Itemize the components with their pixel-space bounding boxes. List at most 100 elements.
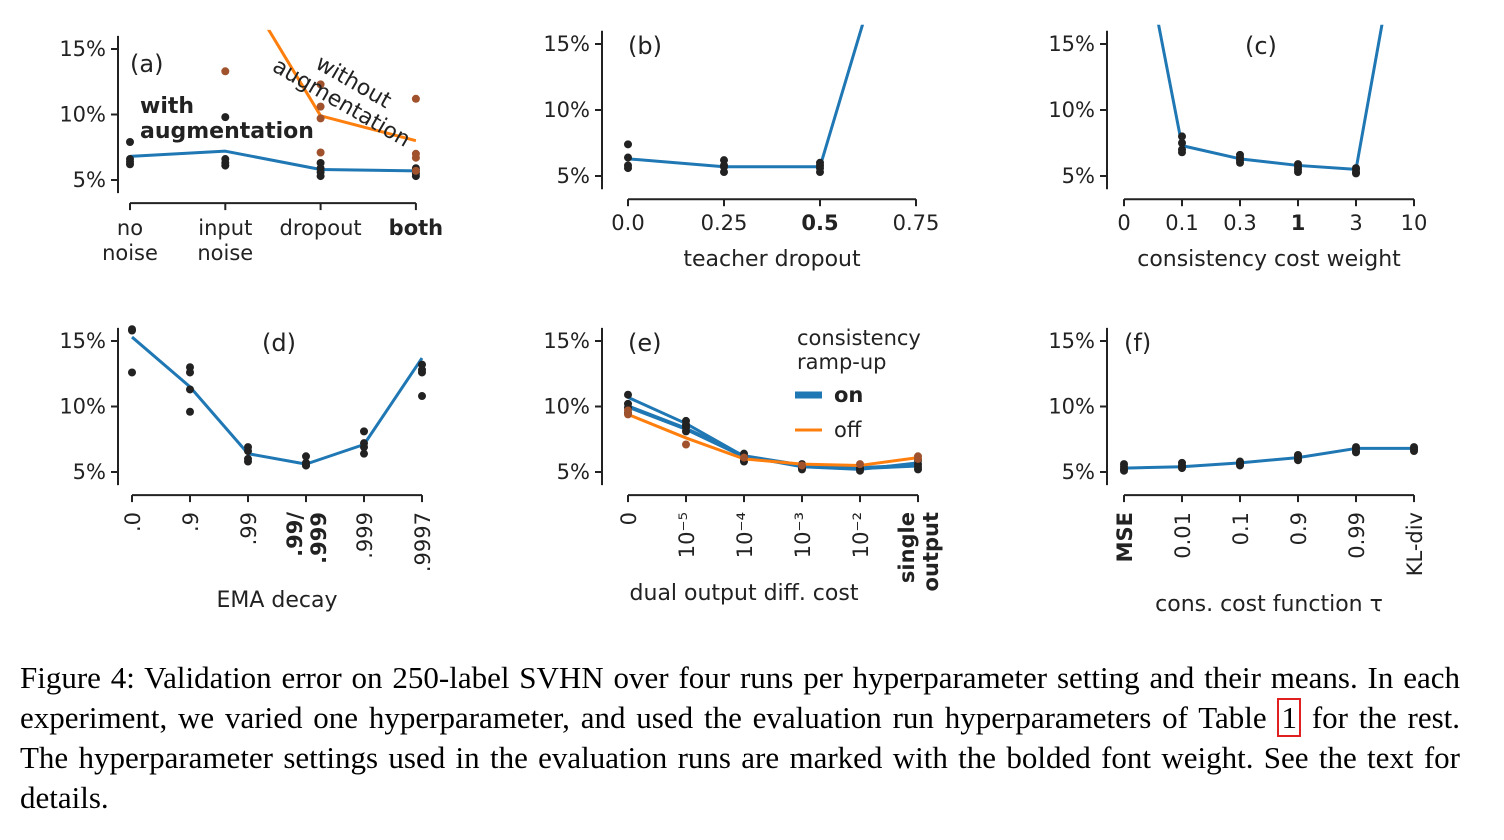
y-tick-label: 5% xyxy=(557,460,590,484)
x-tick-label: dropout xyxy=(280,216,362,240)
panel-e: 5% 10% 15% 0 10⁻⁵ 10⁻⁴ 10⁻³ 10⁻² singleoutput dua… xyxy=(543,326,943,606)
run-point xyxy=(720,168,728,177)
series-line-on xyxy=(131,335,424,466)
x-axis-label: EMA decay xyxy=(216,588,337,613)
x-tick-label: .999 xyxy=(353,512,377,559)
run-point xyxy=(411,153,420,162)
panel-f: 5% 10% 15% MSE 0.01 0.1 0.9 0.99 KL-div cons. cos… xyxy=(1048,327,1427,617)
plot-area xyxy=(1157,24,1384,178)
legend-title: consistency ramp-up xyxy=(797,326,921,374)
series-line-on xyxy=(1157,24,1384,171)
panel-label: (f) xyxy=(1124,329,1151,357)
y-tick-label: 15% xyxy=(1048,329,1095,353)
y-tick-label: 10% xyxy=(543,395,590,419)
run-point xyxy=(186,385,194,394)
x-tick-label: 10⁻³ xyxy=(791,512,815,558)
run-point xyxy=(1352,448,1360,457)
panel-label: (b) xyxy=(628,32,662,60)
x-tick-label: 0 xyxy=(617,512,641,525)
run-point xyxy=(411,94,420,103)
legend-entry-on: on xyxy=(834,383,863,407)
x-tick-label: 1 xyxy=(1291,211,1306,235)
x-axis-label: consistency cost weight xyxy=(1137,247,1401,272)
y-tick-label: 10% xyxy=(1048,98,1095,122)
run-point xyxy=(316,80,325,89)
y-tick-label: 5% xyxy=(1062,460,1095,484)
run-point xyxy=(221,113,230,122)
x-tick-label: 0.3 xyxy=(1223,211,1256,235)
x-tick-label: 10⁻⁴ xyxy=(733,512,757,558)
y-tick-label: 5% xyxy=(73,168,106,192)
x-tick-label: 10 xyxy=(1401,211,1428,235)
run-point xyxy=(624,140,632,149)
run-point xyxy=(316,148,325,157)
run-point xyxy=(1120,466,1128,475)
run-point xyxy=(360,427,368,436)
x-tick-label: 10⁻² xyxy=(849,512,873,558)
x-tick-label: 0 xyxy=(1117,211,1130,235)
caption-text-1: Figure 4: Validation error on 250-label … xyxy=(20,660,1460,735)
run-point xyxy=(316,102,325,111)
run-point xyxy=(624,410,632,419)
y-tick-label: 15% xyxy=(59,37,106,61)
run-point xyxy=(1178,148,1186,157)
plot-area xyxy=(126,29,420,181)
run-point xyxy=(126,138,134,147)
run-point xyxy=(1236,158,1244,167)
table-reference-link[interactable]: 1 xyxy=(1277,698,1301,737)
run-point xyxy=(1178,132,1186,141)
run-point xyxy=(1294,456,1302,465)
run-point xyxy=(360,443,368,452)
run-point xyxy=(126,160,134,169)
x-tick-label: 0.01 xyxy=(1171,512,1195,559)
series-line-on xyxy=(1123,446,1414,470)
x-tick-label: 0.1 xyxy=(1165,211,1198,235)
x-tick-label: 0.1 xyxy=(1229,512,1253,545)
y-tick-label: 15% xyxy=(543,32,590,56)
run-point xyxy=(221,161,230,170)
run-point xyxy=(128,326,136,335)
x-tick-label: 0.9 xyxy=(1287,512,1311,545)
run-point xyxy=(740,453,748,462)
y-tick-label: 10% xyxy=(59,395,106,419)
x-tick-label: .99 xyxy=(237,512,261,545)
run-point xyxy=(411,166,420,175)
run-point xyxy=(856,466,864,475)
x-tick-label: 3 xyxy=(1349,211,1362,235)
run-point xyxy=(418,392,426,401)
run-point xyxy=(186,407,194,416)
run-point xyxy=(302,461,310,470)
run-point xyxy=(128,368,136,377)
run-point xyxy=(316,114,325,123)
x-tick-label: .99/.999 xyxy=(283,512,331,564)
y-tick-label: 10% xyxy=(543,98,590,122)
run-point xyxy=(244,457,252,466)
run-point xyxy=(816,168,824,177)
run-point xyxy=(798,461,806,470)
legend-entry-off: off xyxy=(834,418,862,442)
y-tick-label: 10% xyxy=(1048,395,1095,419)
caption-text-2: for the rest. The hyperparameter setting… xyxy=(20,700,1461,815)
x-axis-label: teacher dropout xyxy=(683,247,861,272)
x-tick-label: .9997 xyxy=(411,512,435,572)
run-point xyxy=(624,153,632,162)
panel-a: 5% 10% 15% no noise input noise dropout both (a) w… xyxy=(59,29,443,265)
plot-area xyxy=(1120,443,1418,475)
panel-label: (a) xyxy=(130,50,163,78)
run-point xyxy=(1294,168,1302,177)
run-point xyxy=(856,460,864,469)
run-point xyxy=(1178,464,1186,473)
run-point xyxy=(682,427,690,436)
series-line-on xyxy=(627,24,865,169)
run-point xyxy=(914,465,922,474)
x-tick-label: 0.0 xyxy=(611,211,644,235)
run-point xyxy=(1178,139,1186,147)
run-point xyxy=(221,67,230,76)
x-tick-label: KL-div xyxy=(1403,512,1427,576)
run-point xyxy=(360,449,368,458)
x-axis-label: cons. cost function τ xyxy=(1155,592,1383,617)
y-tick-label: 5% xyxy=(73,460,106,484)
x-axis-label: dual output diff. cost xyxy=(630,581,859,606)
